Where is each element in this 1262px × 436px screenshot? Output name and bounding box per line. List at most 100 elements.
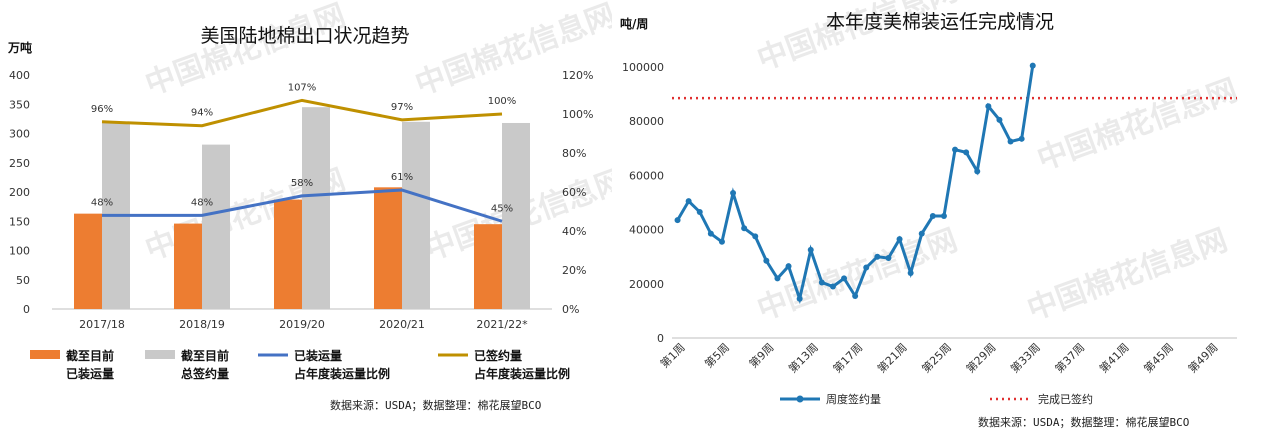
watermark-text: 中国棉花信息网 (753, 223, 962, 328)
bar (374, 187, 402, 309)
y-tick-label: 0 (657, 332, 664, 345)
data-point (807, 246, 814, 253)
data-point (730, 190, 737, 197)
data-label: 100% (488, 96, 517, 107)
data-label: 107% (288, 82, 317, 93)
bar (174, 223, 202, 309)
y-tick-label: 80000 (629, 115, 664, 128)
y-tick-label: 300 (9, 128, 30, 141)
legend-marker (796, 395, 804, 403)
line-series (674, 62, 1036, 305)
legend-label: 周度签约量 (826, 392, 881, 406)
data-point (996, 116, 1003, 123)
y-tick-label-right: 120% (562, 69, 593, 82)
x-axis: 第1周 第5周 第9周 第13周 第17周 第21周 第25周 第29周 第33周 第37周 第41… (657, 340, 1220, 375)
y-tick-label: 350 (9, 98, 30, 111)
data-point (907, 269, 914, 276)
x-tick-label: 第41周 (1096, 340, 1131, 375)
x-tick-label: 第9周 (746, 340, 776, 370)
x-tick-label: 第33周 (1008, 340, 1043, 375)
y-axis: 0 20000 40000 60000 80000 100000 (622, 61, 664, 345)
y-tick-label: 400 (9, 69, 30, 82)
data-point (774, 275, 781, 282)
y-axis-unit: 吨/周 (620, 16, 648, 31)
source-note: 数据来源：USDA；数据整理：棉花展望BCO (978, 415, 1189, 429)
y-tick-label: 0 (23, 303, 30, 316)
series-line (101, 98, 503, 128)
y-tick-label-right: 0% (562, 303, 579, 316)
bar (474, 224, 502, 309)
watermark: 中国棉花信息网 中国棉花信息网 中国棉花信息网 中国棉花信息网 (753, 0, 1242, 328)
data-point (885, 255, 892, 262)
data-point (785, 263, 792, 270)
data-point (985, 103, 992, 110)
x-tick-label: 2019/20 (279, 318, 325, 331)
y-tick-label: 20000 (629, 278, 664, 291)
legend-label: 截至目前总签约量 (181, 348, 229, 381)
legend: 周度签约量 完成已签约 (780, 392, 1093, 406)
left-axis-unit: 万吨 (7, 40, 32, 55)
source-note: 数据来源：USDA；数据整理：棉花展望BCO (330, 398, 541, 412)
legend-swatch (30, 350, 60, 359)
x-tick-label: 第37周 (1052, 340, 1087, 375)
bar (74, 213, 102, 309)
chart-title: 本年度美棉装运任完成情况 (826, 11, 1054, 33)
y-tick-label-right: 100% (562, 108, 593, 121)
x-tick-label: 第29周 (963, 340, 998, 375)
data-point (685, 198, 692, 205)
data-label: 48% (91, 197, 113, 208)
data-point (818, 279, 825, 286)
data-label: 97% (391, 102, 413, 113)
x-tick-label: 第45周 (1141, 340, 1176, 375)
series-line (102, 188, 503, 223)
data-label: 96% (91, 104, 113, 115)
data-point (796, 295, 803, 302)
data-point (940, 213, 947, 220)
chart-title: 美国陆地棉出口状况趋势 (200, 25, 409, 47)
right-chart-panel: 中国棉花信息网 中国棉花信息网 中国棉花信息网 中国棉花信息网 本年度美棉装运任… (612, 0, 1262, 432)
bar (202, 144, 230, 309)
left-y-axis: 0 50 100 150 200 250 300 350 400 (9, 69, 30, 316)
data-point (707, 230, 714, 237)
data-point (1018, 135, 1025, 142)
data-point (829, 283, 836, 290)
data-point (974, 168, 981, 175)
data-label: 48% (191, 197, 213, 208)
data-label: 94% (191, 108, 213, 119)
data-point (741, 225, 748, 232)
y-tick-label-right: 60% (562, 186, 586, 199)
legend-label: 截至目前已装运量 (66, 348, 114, 381)
right-chart: 中国棉花信息网 中国棉花信息网 中国棉花信息网 中国棉花信息网 本年度美棉装运任… (620, 0, 1242, 429)
x-axis: 2017/18 2018/19 2019/20 2020/21 2021/22* (79, 318, 528, 331)
data-label: 61% (391, 172, 413, 183)
y-tick-label: 200 (9, 186, 30, 199)
watermark-text: 中国棉花信息网 (411, 0, 612, 103)
y-tick-label-right: 20% (562, 264, 586, 277)
bar (402, 121, 430, 309)
x-tick-label: 第17周 (830, 340, 865, 375)
line-series: 48% 48% 58% 61% 45% 96% 94% 107% 97% 100% (91, 82, 517, 223)
data-label: 58% (291, 178, 313, 189)
data-point (852, 292, 859, 299)
x-tick-label: 第49周 (1185, 340, 1220, 375)
data-label: 45% (491, 203, 513, 214)
data-point (1029, 62, 1036, 69)
y-tick-label: 100 (9, 245, 30, 258)
bar (302, 107, 330, 309)
data-point (1007, 138, 1014, 145)
left-chart: 中国棉花信息网 中国棉花信息网 中国棉花信息网 中国棉花信息网 美国陆地棉出口状… (7, 0, 630, 412)
x-tick-label: 第5周 (702, 340, 732, 370)
data-point (752, 233, 759, 240)
data-point (718, 238, 725, 245)
y-tick-label: 40000 (629, 224, 664, 237)
data-point (696, 208, 703, 215)
bar (274, 199, 302, 309)
data-point (841, 275, 848, 282)
bar (502, 122, 530, 309)
data-point (929, 213, 936, 220)
watermark-text: 中国棉花信息网 (141, 0, 350, 103)
watermark-text: 中国棉花信息网 (1023, 223, 1232, 328)
y-tick-label: 60000 (629, 169, 664, 182)
watermark-text: 中国棉花信息网 (1033, 73, 1242, 178)
legend-label: 完成已签约 (1038, 392, 1093, 406)
